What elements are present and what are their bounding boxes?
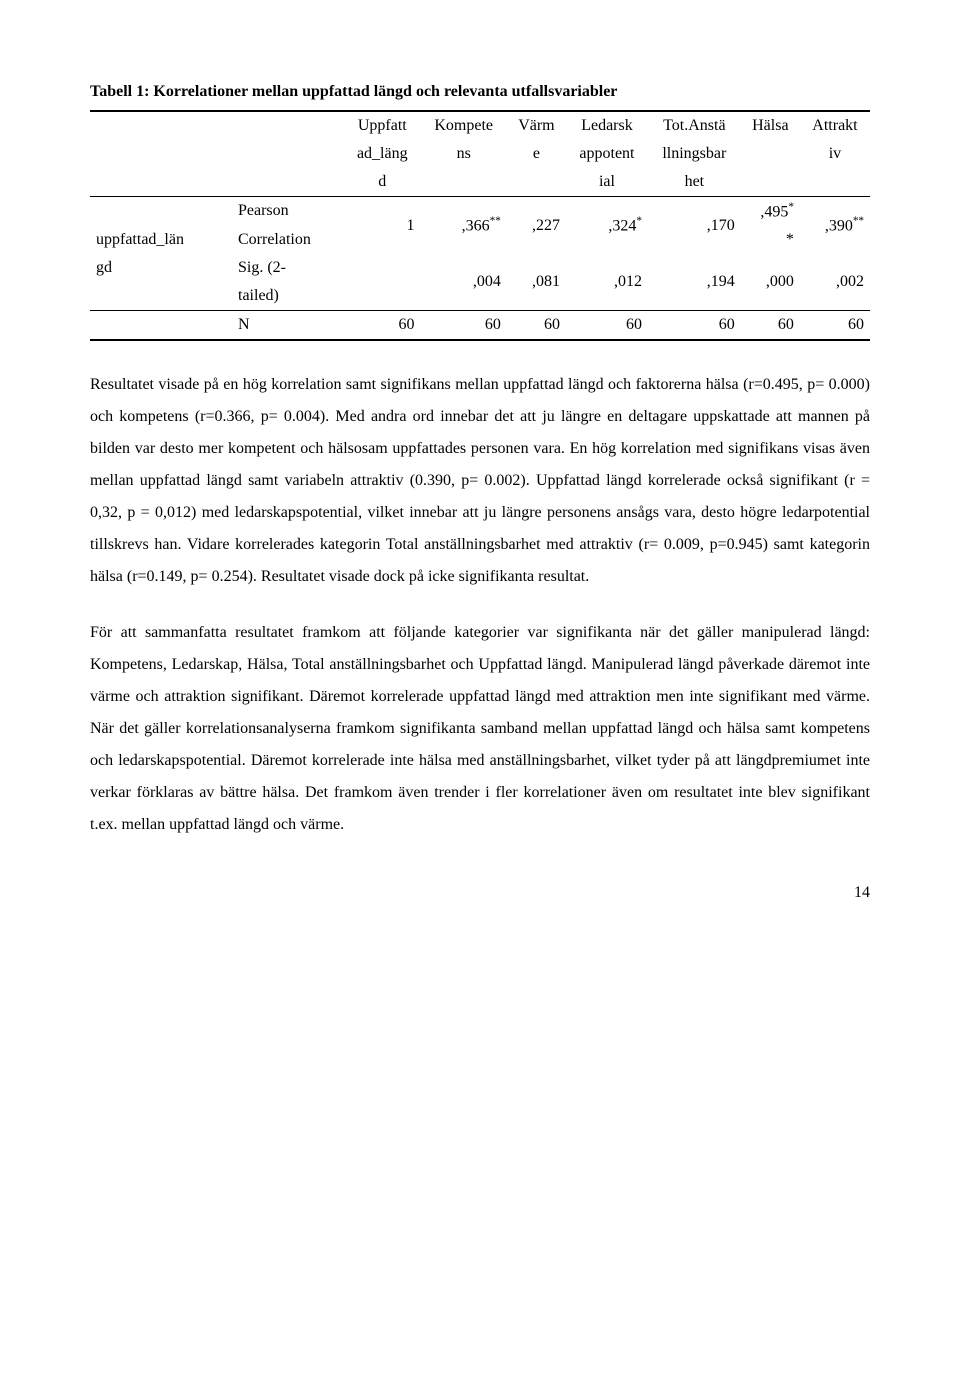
col-header xyxy=(421,168,507,197)
cell: 1 xyxy=(344,197,421,255)
col-header: appotent xyxy=(566,140,648,168)
col-header: e xyxy=(507,140,566,168)
cell: ,194 xyxy=(648,254,741,311)
rowgroup-label: uppfattad_län xyxy=(90,226,232,254)
col-header: llningsbar xyxy=(648,140,741,168)
cell: ,002 xyxy=(800,254,870,311)
col-header: Hälsa xyxy=(741,111,800,140)
cell: 60 xyxy=(741,311,800,341)
cell: ,000 xyxy=(741,254,800,311)
cell: ,081 xyxy=(507,254,566,311)
rowgroup-label: gd xyxy=(90,254,232,282)
col-header: Värm xyxy=(507,111,566,140)
page-number: 14 xyxy=(90,881,870,905)
col-header xyxy=(800,168,870,197)
col-header: Ledarsk xyxy=(566,111,648,140)
col-header: Attrakt xyxy=(800,111,870,140)
cell: ,004 xyxy=(421,254,507,311)
cell: 60 xyxy=(507,311,566,341)
table-title: Tabell 1: Korrelationer mellan uppfattad… xyxy=(90,80,870,104)
stat-label: N xyxy=(232,311,344,341)
cell: ,495* xyxy=(741,197,800,227)
body-paragraph: För att sammanfatta resultatet framkom a… xyxy=(90,617,870,841)
stat-label: tailed) xyxy=(232,282,344,311)
cell: ,012 xyxy=(566,254,648,311)
cell: ,227 xyxy=(507,197,566,255)
body-paragraph: Resultatet visade på en hög korrelation … xyxy=(90,369,870,593)
col-header: het xyxy=(648,168,741,197)
cell: ,170 xyxy=(648,197,741,255)
cell xyxy=(344,254,421,311)
cell: 60 xyxy=(344,311,421,341)
col-header: ad_läng xyxy=(344,140,421,168)
cell: ,324* xyxy=(566,197,648,255)
cell: 60 xyxy=(800,311,870,341)
table-row: Pearson 1 ,366** ,227 ,324* ,170 ,495* ,… xyxy=(90,197,870,227)
stat-label: Sig. (2- xyxy=(232,254,344,282)
cell: 60 xyxy=(566,311,648,341)
col-header xyxy=(507,168,566,197)
correlation-table: Uppfatt Kompete Värm Ledarsk Tot.Anstä H… xyxy=(90,110,870,341)
cell: * xyxy=(741,226,800,254)
col-header: ial xyxy=(566,168,648,197)
col-header xyxy=(741,168,800,197)
col-header: iv xyxy=(800,140,870,168)
col-header: d xyxy=(344,168,421,197)
col-header xyxy=(741,140,800,168)
stat-label: Correlation xyxy=(232,226,344,254)
cell: 60 xyxy=(648,311,741,341)
cell: 60 xyxy=(421,311,507,341)
stat-label: Pearson xyxy=(232,197,344,227)
col-header: ns xyxy=(421,140,507,168)
col-header: Uppfatt xyxy=(344,111,421,140)
table-row: N 60 60 60 60 60 60 60 xyxy=(90,311,870,341)
cell: ,390** xyxy=(800,197,870,255)
col-header: Tot.Anstä xyxy=(648,111,741,140)
cell: ,366** xyxy=(421,197,507,255)
col-header: Kompete xyxy=(421,111,507,140)
table-row: gd Sig. (2- ,004 ,081 ,012 ,194 ,000 ,00… xyxy=(90,254,870,282)
